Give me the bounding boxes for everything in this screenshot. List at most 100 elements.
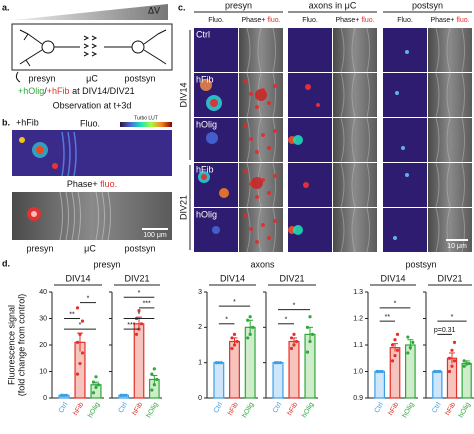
cell-signal [212,226,220,234]
fluo-label: fluo. [456,17,469,24]
phase-image [428,118,472,162]
y-axis-title: Fluorescence signal (fold change from co… [6,294,26,397]
region-header: axons in μC [309,0,357,10]
cell-overlay [249,137,253,141]
fluo-image [194,28,238,72]
row-label: Ctrl [196,29,210,39]
x-tick-label: Ctrl [213,401,225,414]
cell-signal [201,174,207,180]
data-point [80,351,85,355]
data-point [214,361,218,365]
cell-overlay [249,227,253,231]
x-tick-label: hFib [72,401,85,416]
data-point [462,359,466,363]
data-point [378,369,382,374]
significance-label: * [285,317,288,324]
cell-overlay [267,191,271,195]
scale-bar-label: 100 μm [143,232,167,239]
channel-label: Phase+ fluo. [67,179,117,189]
data-point [232,332,237,336]
scale-bar-label: 10 μm [447,243,467,250]
phase-image [239,28,283,72]
phase-texture [340,27,370,73]
observation: Observation at t+3d [53,100,132,110]
group-label: DIV14 [178,82,188,107]
phase-image [428,28,472,72]
cell-overlay [273,129,277,133]
data-point [395,332,400,336]
significance-label: * [293,303,296,310]
data-point [251,325,255,329]
data-point [308,315,312,319]
phase-texture [246,27,276,73]
x-tick-label: hOlig [145,401,159,419]
cell-overlay [255,195,259,199]
data-point [150,372,154,376]
data-point [139,322,144,326]
x-tick-label: hFib [387,401,400,416]
data-point [310,332,315,336]
phase-image [333,28,377,72]
data-point [150,388,154,392]
data-point [80,319,85,323]
treatment-part: / [44,86,47,96]
phase-texture [340,117,370,163]
x-tick-label: hOlig [401,401,415,419]
significance-label: * [233,299,236,306]
phase-image [333,208,377,252]
significance-label: ** [385,314,391,321]
cell-overlay [273,219,277,223]
data-point [294,339,299,344]
fluo-label: fluo. [267,17,280,24]
phase-texture [435,207,465,253]
data-point [447,369,452,374]
bar [461,362,472,399]
data-point [447,356,452,360]
data-point [308,339,312,344]
cell-signal [200,79,212,91]
data-point [393,338,397,342]
y-tick-label: 3 [198,289,202,296]
cell-overlay [267,101,271,105]
data-point [289,336,294,340]
phase-texture [435,72,465,118]
data-point [467,361,471,366]
phase-label: Phase+ [335,17,361,24]
significance-label: * [451,314,454,321]
data-point [292,332,296,336]
data-point [246,318,250,322]
data-point [122,393,126,397]
channel-label: Fluo. [302,17,318,24]
x-tick-label: hFib [444,401,457,416]
x-tick-label: Ctrl [58,401,70,414]
subplot-title: DIV21 [124,273,149,283]
compartment-label: μC [86,73,98,83]
row-label: hOlig [196,209,217,219]
significance-label: p=0.31 [434,327,456,334]
cell-signal [316,103,320,107]
row-label: hFib [196,74,214,84]
y-tick-label: 1.2 [353,315,363,322]
phase-image [333,73,377,117]
phase-texture [435,162,465,208]
panel-label: c. [178,2,186,12]
fluo-image [383,28,427,72]
lut-bar [120,122,172,127]
cell-overlay [243,214,247,218]
cell-signal [303,182,309,188]
data-point [390,343,395,347]
significance-label: *** [127,322,135,329]
bar [288,340,300,399]
data-point [276,361,280,365]
cell-overlay [249,182,253,186]
y-tick-label: 10 [39,368,47,375]
data-point [438,369,442,374]
data-point [375,369,379,374]
treatment: +hOlig/+hFib at DIV14/DIV21 [18,86,135,96]
bar [213,362,225,399]
x-tick-label: hOlig [87,401,101,419]
phase-image [428,163,472,207]
significance-label: * [394,301,397,308]
fluo-image [383,73,427,117]
cell-signal [401,146,405,150]
